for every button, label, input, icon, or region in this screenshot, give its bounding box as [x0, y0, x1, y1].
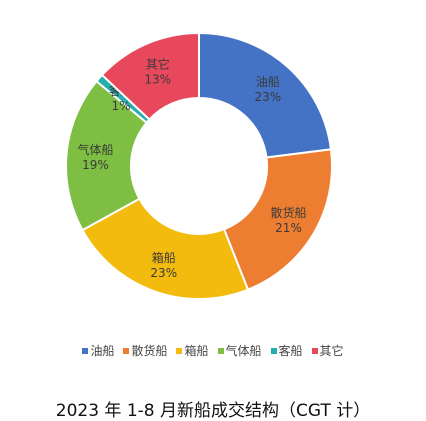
- slice-name-label-1: 散货船: [271, 205, 307, 220]
- legend-label-4: 客船: [278, 344, 303, 358]
- slice-0: [198, 31, 333, 159]
- slice-name-label-3: 气体船: [77, 142, 113, 157]
- legend-label-0: 油船: [90, 344, 115, 358]
- slice-value-label-1: 21%: [275, 221, 302, 235]
- legend-item-5: 其它: [311, 342, 344, 359]
- legend-swatch-2: [176, 347, 183, 354]
- legend-swatch-5: [311, 347, 318, 354]
- legend-item-0: 油船: [82, 342, 114, 359]
- slice-name-label-0: 油船: [256, 75, 280, 89]
- chart-title: 2023 年 1-8 月新船成交结构（CGT 计）: [55, 401, 371, 421]
- legend-swatch-4: [270, 347, 277, 354]
- legend-item-2: 箱船: [176, 342, 209, 359]
- chart-legend: 油船 散货船 箱船 气体船 客船 其它: [0, 342, 426, 359]
- slice-value-label-3: 19%: [82, 158, 109, 172]
- slice-5: [100, 31, 200, 121]
- legend-swatch-1: [123, 347, 130, 354]
- slice-value-label-2: 23%: [150, 266, 177, 280]
- legend-item-3: 气体船: [217, 342, 262, 359]
- slice-name-label-2: 箱船: [152, 250, 176, 265]
- slice-2: [81, 197, 250, 300]
- slice-value-label-5: 13%: [144, 73, 171, 87]
- legend-label-2: 箱船: [184, 344, 209, 358]
- legend-label-1: 散货船: [131, 344, 168, 358]
- legend-item-4: 客船: [270, 342, 303, 359]
- legend-label-5: 其它: [319, 344, 344, 358]
- slice-value-label-4: 1%: [111, 99, 130, 113]
- slice-3: [65, 79, 149, 232]
- slice-value-label-0: 23%: [254, 90, 281, 104]
- legend-swatch-0: [82, 347, 89, 354]
- legend-item-1: 散货船: [123, 342, 167, 359]
- legend-label-3: 气体船: [225, 344, 262, 358]
- slice-name-label-5: 其它: [146, 57, 170, 72]
- legend-swatch-3: [217, 347, 224, 354]
- slice-1: [222, 148, 333, 291]
